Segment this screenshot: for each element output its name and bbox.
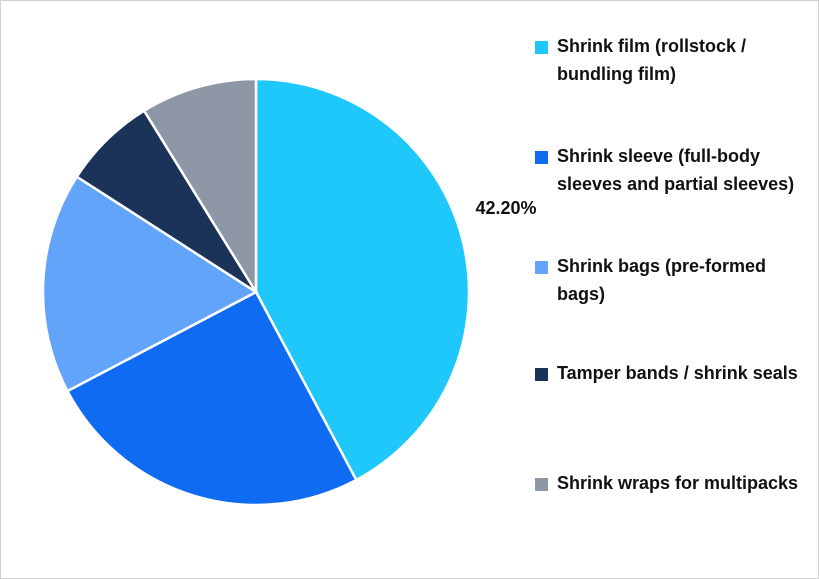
pie-slice [65, 290, 358, 507]
legend-swatch [535, 368, 548, 381]
legend-item: Shrink bags (pre-formed bags) [531, 256, 806, 308]
legend-label: Shrink wraps for multipacks [557, 473, 799, 493]
legend-swatch [535, 478, 548, 491]
pie-slice [142, 77, 258, 297]
legend-label: Tamper bands / shrink seals [557, 363, 798, 383]
legend-item: Shrink wraps for multipacks [531, 473, 806, 497]
legend-swatch [535, 261, 548, 274]
legend-item: Tamper bands / shrink seals [531, 363, 806, 387]
pie-slice [41, 175, 259, 393]
legend-label: Shrink film (rollstock / bundling film) [557, 36, 747, 84]
legend-item: Shrink sleeve (full-body sleeves and par… [531, 146, 806, 198]
data-label: 42.20% [475, 198, 536, 218]
legend-label: Shrink bags (pre-formed bags) [557, 256, 767, 304]
legend-swatch [535, 151, 548, 164]
pie-slice [254, 77, 471, 482]
legend-label: Shrink sleeve (full-body sleeves and par… [557, 146, 795, 194]
legend-swatch [535, 41, 548, 54]
legend-item: Shrink film (rollstock / bundling film) [531, 36, 806, 88]
